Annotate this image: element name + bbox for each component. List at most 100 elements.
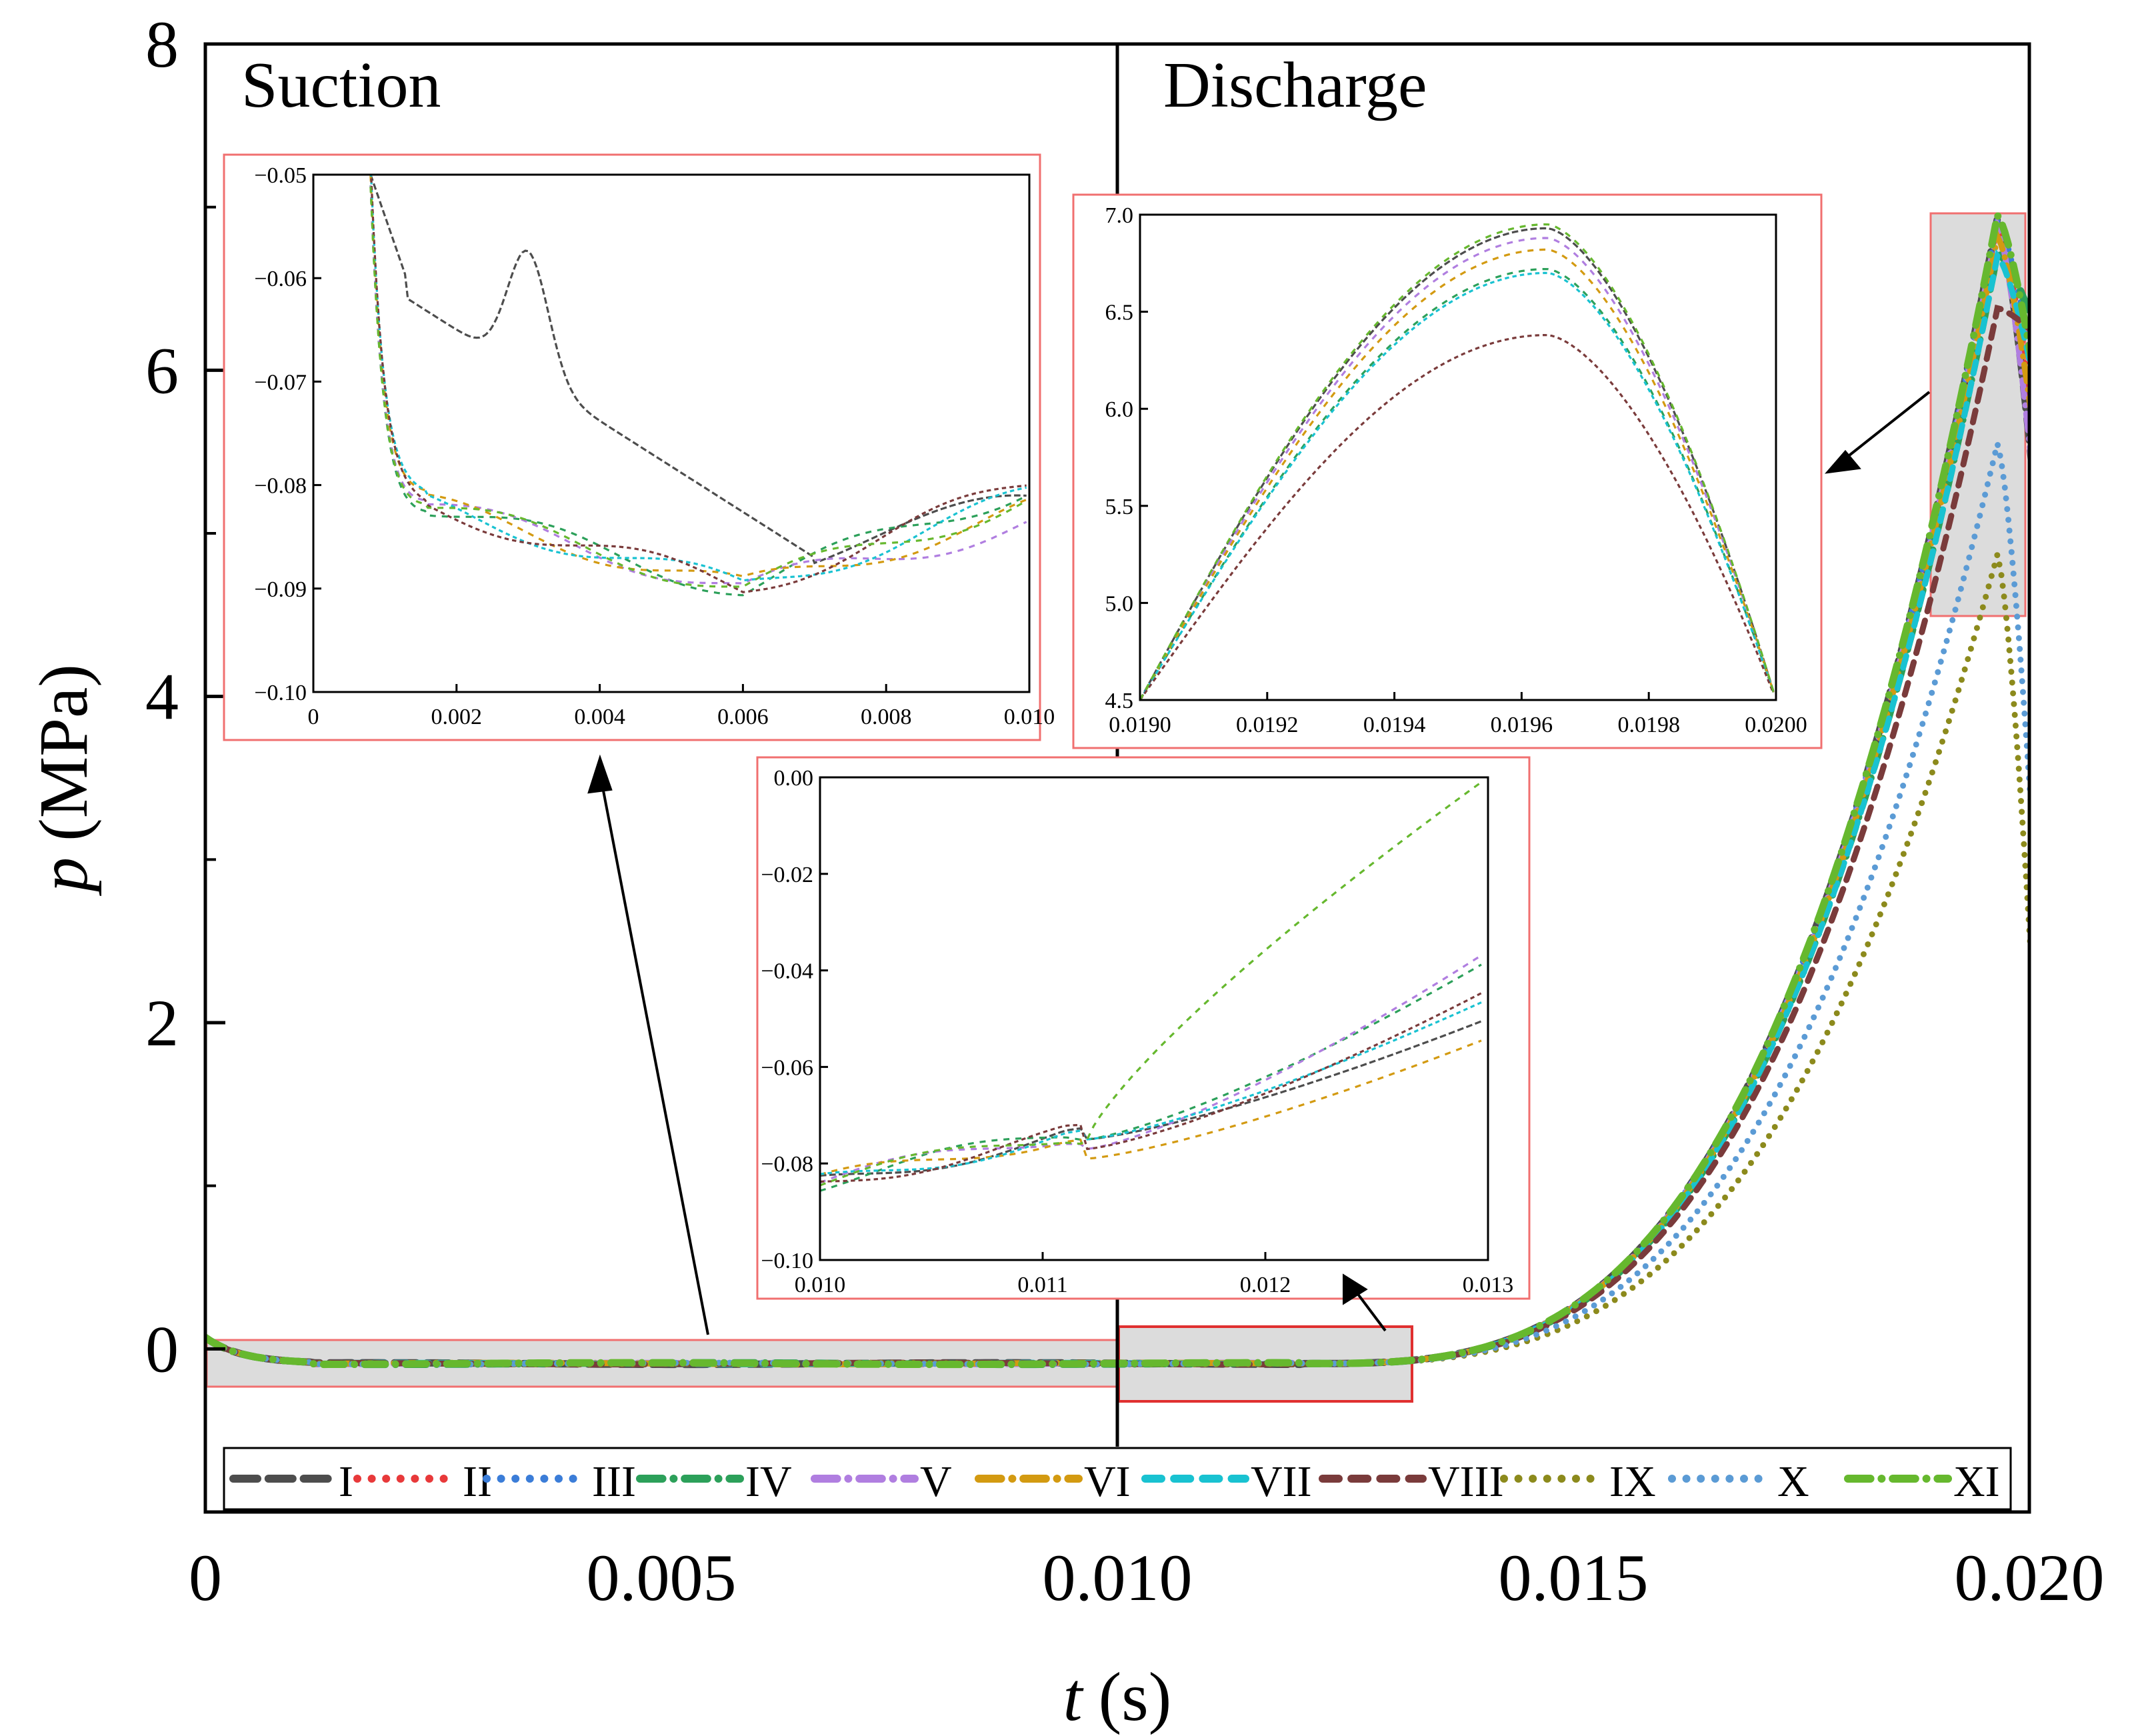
suction-inset-frame	[223, 153, 1041, 741]
discharge-inset-y-tick-label: 6.0	[1105, 397, 1134, 422]
x-tick-label: 0.005	[587, 1541, 737, 1615]
discharge-inset-x-tick-label: 0.0194	[1363, 713, 1426, 737]
discharge-inset: 0.0190 0.0192 0.0194 0.0196 0.0198 0.0200 7.0 6…	[1072, 193, 1823, 749]
region-label-suction: Suction	[241, 49, 441, 121]
transition-inset-line-VI	[820, 1039, 1482, 1176]
y-tick-label: 8	[145, 7, 179, 81]
arrow-discharge-head	[1825, 449, 1861, 474]
y-axis-title: p (MPa)	[25, 664, 102, 897]
x-tick-label: 0.015	[1499, 1541, 1649, 1615]
discharge-inset-y-tick-label: 6.5	[1105, 301, 1134, 325]
transition-inset-y-tick-label: −0.02	[761, 863, 813, 887]
transition-inset-line-XI	[820, 781, 1482, 1187]
arrow-suction-head	[587, 754, 613, 794]
legend-label-X: X	[1777, 1457, 1809, 1506]
transition-inset-line-VIII	[820, 992, 1482, 1183]
suction-inset-line-VIII	[370, 175, 1027, 593]
transition-inset: 0.010 0.011 0.012 0.013 0.00 −0.02 −0.04 −0.06 −…	[756, 756, 1531, 1300]
transition-inset-x-tick-label: 0.011	[1017, 1273, 1067, 1297]
zoom-arrows	[587, 391, 1931, 1335]
suction-inset-y-tick-label: −0.06	[254, 267, 307, 291]
discharge-inset-x-tick-label: 0.0192	[1236, 713, 1299, 737]
legend-label-XI: XI	[1953, 1457, 2000, 1506]
discharge-inset-line-VIII	[1140, 333, 1775, 700]
legend-label-VI: VI	[1084, 1457, 1131, 1506]
legend-label-IX: IX	[1609, 1457, 1656, 1506]
suction-inset-x-tick-label: 0.008	[861, 705, 912, 729]
discharge-inset-frame	[1072, 193, 1823, 749]
discharge-inset-y-tick-label: 5.5	[1105, 495, 1134, 519]
transition-inset-frame	[756, 756, 1531, 1300]
discharge-inset-axes-frame	[1139, 213, 1777, 701]
discharge-inset-y-tick-label: 5.0	[1105, 591, 1134, 616]
discharge-inset-line-IV	[1140, 267, 1775, 700]
transition-inset-y-tick-label: −0.08	[761, 1152, 813, 1177]
suction-inset-y-tick-label: −0.07	[254, 370, 307, 395]
suction-inset-y-tick-label: −0.09	[254, 577, 307, 602]
x-tick-label: 0.010	[1043, 1541, 1193, 1615]
x-axis-title: t (s)	[1063, 1659, 1172, 1735]
suction-inset-line-IV	[369, 185, 1027, 597]
transition-inset-y-tick-label: 0.00	[774, 766, 814, 791]
insets: 0 0.002 0.004 0.006 0.008 0.010 −0.05 −0.06 −0.0…	[223, 153, 1823, 1300]
transition-inset-y-tick-label: −0.04	[761, 959, 813, 984]
transition-inset-y-tick-label: −0.06	[761, 1055, 813, 1080]
transition-inset-axes-frame	[819, 776, 1489, 1261]
suction-inset-line-V	[369, 185, 1027, 585]
discharge-inset-y-tick-label: 4.5	[1105, 689, 1134, 713]
arrow-transition-head	[1343, 1273, 1368, 1305]
arrow-discharge	[1839, 391, 1931, 464]
suction-inset-x-tick-label: 0	[308, 705, 319, 729]
suction-inset-x-tick-label: 0.002	[431, 705, 483, 729]
suction-inset-x-tick-label: 0.010	[1004, 705, 1055, 729]
discharge-inset-x-tick-label: 0.0200	[1745, 713, 1807, 737]
x-tick-label: 0.020	[1955, 1541, 2105, 1615]
x-axis-variable: t	[1063, 1659, 1084, 1735]
discharge-inset-series	[1140, 223, 1775, 700]
main-series-group	[205, 204, 2029, 1369]
transition-inset-line-I	[820, 1020, 1482, 1177]
y-tick-label: 6	[145, 333, 179, 407]
suction-inset: 0 0.002 0.004 0.006 0.008 0.010 −0.05 −0.06 −0.0…	[223, 153, 1055, 741]
discharge-inset-line-VI	[1140, 248, 1775, 700]
discharge-inset-line-XI	[1140, 223, 1775, 700]
suction-inset-x-tick-label: 0.004	[574, 705, 625, 729]
transition-inset-x-tick-label: 0.012	[1240, 1273, 1291, 1297]
y-tick-label: 2	[145, 986, 179, 1060]
suction-inset-line-VI	[369, 175, 1027, 578]
suction-inset-line-VII	[369, 175, 1027, 582]
suction-inset-line-I	[369, 175, 1027, 565]
transition-inset-line-VII	[820, 1001, 1482, 1175]
legend: I II III IV V VI VII VIII IX X XI	[223, 1447, 2012, 1511]
transition-inset-series	[820, 777, 1482, 1193]
suction-inset-y-tick-label: −0.05	[254, 163, 307, 188]
series-line-XI	[205, 205, 2029, 1369]
arrow-transition	[1352, 1287, 1387, 1332]
discharge-inset-x-tick-label: 0.0196	[1491, 713, 1553, 737]
y-tick-label: 0	[145, 1312, 179, 1386]
legend-label-I: I	[339, 1457, 353, 1506]
discharge-inset-x-tick-label: 0.0190	[1109, 713, 1171, 737]
discharge-inset-line-VII	[1140, 271, 1775, 700]
y-tick-label: 4	[145, 660, 179, 734]
transition-inset-x-tick-label: 0.013	[1463, 1273, 1514, 1297]
transition-inset-line-V	[820, 954, 1482, 1184]
suction-inset-series	[369, 175, 1027, 602]
suction-inset-y-tick-label: −0.08	[254, 474, 307, 499]
suction-inset-line-XI	[369, 187, 1027, 588]
transition-inset-x-tick-label: 0.010	[795, 1273, 846, 1297]
legend-label-V: V	[920, 1457, 952, 1506]
transition-inset-y-tick-label: −0.10	[761, 1249, 813, 1273]
x-axis-unit: (s)	[1099, 1659, 1172, 1735]
legend-label-VIII: VIII	[1428, 1457, 1504, 1506]
discharge-inset-x-tick-label: 0.0198	[1617, 713, 1680, 737]
y-axis-unit: (MPa)	[25, 664, 102, 841]
region-label-discharge: Discharge	[1163, 49, 1427, 121]
x-tick-label: 0	[189, 1541, 222, 1615]
y-axis-variable: p	[25, 857, 102, 897]
suction-inset-axes-frame	[312, 173, 1031, 693]
arrow-suction	[599, 773, 709, 1335]
discharge-inset-line-V	[1140, 237, 1775, 700]
